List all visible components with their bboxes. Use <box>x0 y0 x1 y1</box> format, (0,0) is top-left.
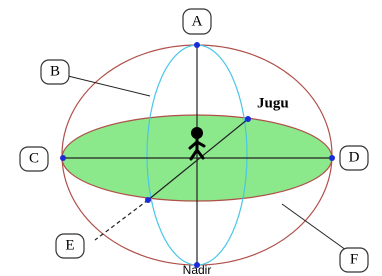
label-f: F <box>350 251 358 267</box>
leader-b <box>68 76 150 96</box>
label-a: A <box>192 13 203 29</box>
jugu-label: Jugu <box>257 95 289 111</box>
page: {"labels": {"a": "A", "b": "B", "c": "C"… <box>0 0 382 276</box>
diagram: A B C D E F Jugu Nadir <box>0 0 382 276</box>
diagonal-axis-dashed <box>95 200 148 240</box>
point-a <box>194 42 200 48</box>
point-c <box>60 155 66 161</box>
label-c: C <box>29 150 39 166</box>
point-d <box>329 155 335 161</box>
label-b: B <box>50 63 60 79</box>
label-d: D <box>349 149 360 165</box>
label-e: E <box>65 237 74 253</box>
point-e <box>145 197 151 203</box>
nadir-label: Nadir <box>183 263 212 276</box>
point-jugu <box>245 116 251 122</box>
